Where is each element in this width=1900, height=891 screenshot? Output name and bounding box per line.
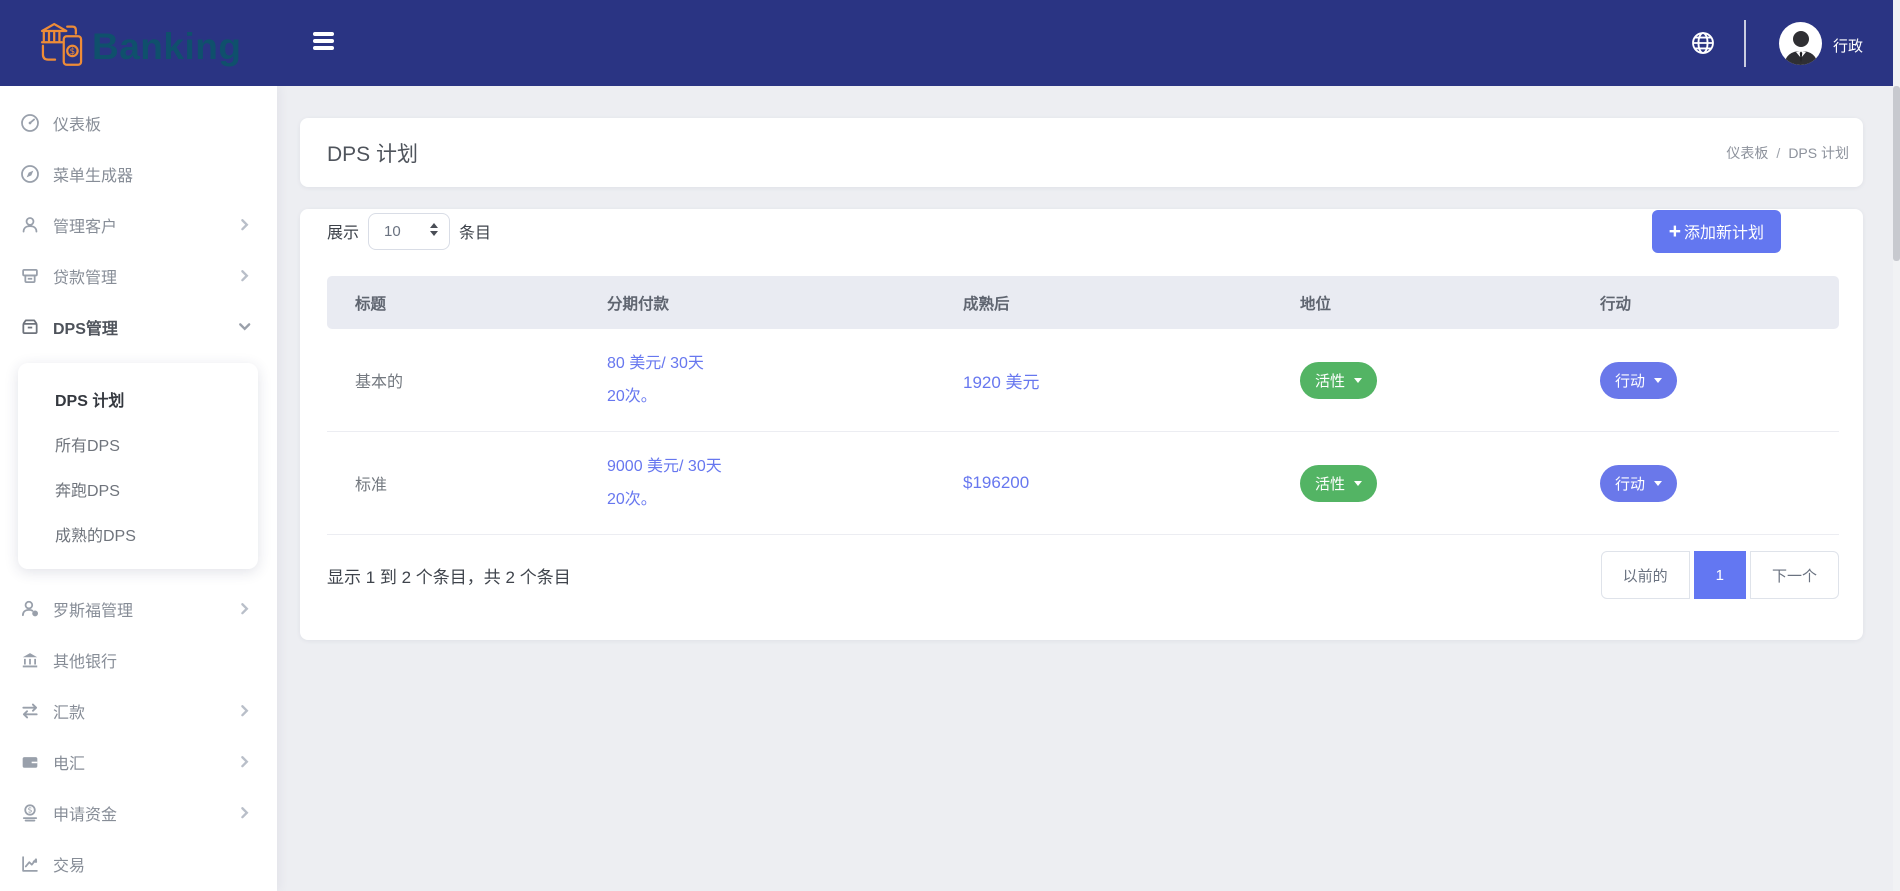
entries-info-text: 显示 1 到 2 个条目，共 2 个条目 bbox=[327, 567, 571, 587]
plan-installment: 80 美元/ 30天 20次。 bbox=[607, 355, 704, 405]
dps-plans-card: 展示 10 条目 + 添加新计划 标题 分期付款 成熟后 地位 行动 基本的 8… bbox=[300, 209, 1863, 640]
plan-action-cell: 行动 bbox=[1600, 361, 1839, 399]
chevron-right-icon bbox=[236, 753, 253, 770]
select-spinner-icon bbox=[430, 222, 439, 236]
action-dropdown-button[interactable]: 行动 bbox=[1600, 361, 1678, 399]
user-shield-icon bbox=[19, 598, 40, 619]
dps-submenu: DPS 计划 所有DPS 奔跑DPS 成熟的DPS bbox=[18, 363, 258, 569]
caret-down-icon bbox=[1354, 377, 1363, 383]
user-role-label: 行政 bbox=[1833, 38, 1864, 55]
sidebar-toggle-button[interactable] bbox=[313, 32, 334, 53]
plan-matured-amount: $196200 bbox=[963, 473, 1030, 492]
page-scrollbar bbox=[1893, 0, 1900, 891]
caret-down-icon bbox=[1654, 377, 1663, 383]
pagination-current-page[interactable]: 1 bbox=[1693, 551, 1746, 599]
column-header-matured[interactable]: 成熟后 bbox=[963, 295, 1010, 313]
sidebar-item-transactions[interactable]: 交易 bbox=[0, 838, 277, 889]
chevron-right-icon bbox=[236, 702, 253, 719]
svg-text:$: $ bbox=[70, 47, 76, 57]
banking-logo-icon: $ bbox=[36, 18, 88, 75]
breadcrumb-current: DPS 计划 bbox=[1788, 144, 1849, 161]
exchange-icon bbox=[19, 700, 40, 721]
chevron-right-icon bbox=[236, 216, 253, 233]
sidebar-item-remittance[interactable]: 汇款 bbox=[0, 685, 277, 736]
page-size-select[interactable]: 10 bbox=[368, 212, 451, 250]
pagination-previous-button[interactable]: 以前的 bbox=[1600, 551, 1690, 599]
add-new-plan-button[interactable]: + 添加新计划 bbox=[1651, 209, 1781, 253]
funds-icon: $ bbox=[19, 802, 40, 823]
sidebar-item-manage-customers[interactable]: 管理客户 bbox=[0, 199, 277, 250]
sidebar-item-dashboard[interactable]: 仪表板 bbox=[0, 97, 277, 148]
plan-action-cell: 行动 bbox=[1600, 464, 1839, 502]
plan-title: 标准 bbox=[355, 477, 388, 494]
submenu-item-dps-plans[interactable]: DPS 计划 bbox=[55, 392, 125, 410]
status-dropdown-button[interactable]: 活性 bbox=[1300, 464, 1378, 502]
plan-title: 基本的 bbox=[355, 374, 404, 391]
sidebar-item-wire-transfer[interactable]: 电汇 bbox=[0, 736, 277, 787]
breadcrumb: 仪表板 / DPS 计划 bbox=[1726, 143, 1849, 163]
table-header-row: 标题 分期付款 成熟后 地位 行动 bbox=[327, 276, 1839, 329]
status-dropdown-button[interactable]: 活性 bbox=[1300, 361, 1378, 399]
language-globe-icon[interactable] bbox=[1690, 30, 1716, 56]
submenu-item-running-dps[interactable]: 奔跑DPS bbox=[55, 482, 120, 500]
main-content: DPS 计划 仪表板 / DPS 计划 展示 10 条目 + 添加新计划 标题 bbox=[277, 86, 1893, 891]
sidebar: 仪表板 菜单生成器 管理客户 贷款管理 bbox=[0, 86, 277, 891]
column-header-installment[interactable]: 分期付款 bbox=[607, 295, 670, 313]
sidebar-item-loan-management[interactable]: 贷款管理 bbox=[0, 250, 277, 301]
plus-icon: + bbox=[1668, 219, 1681, 243]
brand-name: Banking bbox=[92, 25, 242, 67]
column-header-status[interactable]: 地位 bbox=[1300, 295, 1332, 313]
plan-status-cell: 活性 bbox=[1300, 464, 1600, 502]
submenu-item-all-dps[interactable]: 所有DPS bbox=[55, 437, 120, 455]
breadcrumb-home[interactable]: 仪表板 bbox=[1726, 144, 1769, 161]
pagination: 以前的 1 下一个 bbox=[1600, 551, 1839, 599]
pagination-next-button[interactable]: 下一个 bbox=[1749, 551, 1839, 599]
caret-down-icon bbox=[1354, 480, 1363, 486]
brand-logo[interactable]: $ Banking bbox=[36, 18, 241, 75]
chevron-down-icon bbox=[236, 318, 253, 335]
page-size-control: 展示 10 条目 bbox=[327, 212, 492, 250]
sidebar-item-other-banks[interactable]: 其他银行 bbox=[0, 634, 277, 685]
plan-status-cell: 活性 bbox=[1300, 361, 1600, 399]
sidebar-item-fund-requests[interactable]: $ 申请资金 bbox=[0, 787, 277, 838]
sidebar-item-roosevelt-management[interactable]: 罗斯福管理 bbox=[0, 583, 277, 634]
sidebar-item-menu-builder[interactable]: 菜单生成器 bbox=[0, 148, 277, 199]
svg-text:$: $ bbox=[27, 805, 32, 814]
wallet-icon bbox=[19, 751, 40, 772]
caret-down-icon bbox=[1654, 480, 1663, 486]
table-footer: 显示 1 到 2 个条目，共 2 个条目 以前的 1 下一个 bbox=[327, 551, 1839, 599]
page-title: DPS 计划 bbox=[327, 142, 419, 166]
column-header-title[interactable]: 标题 bbox=[355, 295, 387, 313]
chevron-right-icon bbox=[236, 804, 253, 821]
bank-icon bbox=[19, 649, 40, 670]
dps-archive-icon bbox=[19, 316, 40, 337]
chart-line-icon bbox=[19, 853, 40, 874]
loans-icon bbox=[19, 265, 40, 286]
show-label: 展示 bbox=[327, 225, 360, 242]
compass-icon bbox=[19, 163, 40, 184]
chevron-right-icon bbox=[236, 267, 253, 284]
action-dropdown-button[interactable]: 行动 bbox=[1600, 464, 1678, 502]
table-toolbar: 展示 10 条目 + 添加新计划 bbox=[327, 209, 1839, 253]
dashboard-icon bbox=[19, 112, 40, 133]
breadcrumb-separator: / bbox=[1776, 144, 1781, 161]
top-navbar: $ Banking 行政 bbox=[0, 0, 1900, 86]
page-header-card: DPS 计划 仪表板 / DPS 计划 bbox=[300, 118, 1863, 187]
customers-icon bbox=[19, 214, 40, 235]
chevron-right-icon bbox=[236, 600, 253, 617]
topbar-divider bbox=[1744, 20, 1746, 67]
plan-matured-amount: 1920 美元 bbox=[963, 372, 1040, 392]
plan-installment: 9000 美元/ 30天 20次。 bbox=[607, 458, 722, 508]
table-row: 标准 9000 美元/ 30天 20次。 $196200 活性 行动 bbox=[327, 432, 1839, 535]
column-header-action[interactable]: 行动 bbox=[1600, 295, 1632, 313]
page-size-value: 10 bbox=[384, 222, 401, 240]
scrollbar-thumb[interactable] bbox=[1893, 86, 1900, 261]
entries-label: 条目 bbox=[459, 225, 492, 242]
sidebar-item-dps-management[interactable]: DPS管理 bbox=[0, 301, 277, 352]
submenu-item-matured-dps[interactable]: 成熟的DPS bbox=[55, 527, 136, 545]
user-avatar[interactable] bbox=[1779, 22, 1822, 65]
table-row: 基本的 80 美元/ 30天 20次。 1920 美元 活性 行动 bbox=[327, 329, 1839, 432]
